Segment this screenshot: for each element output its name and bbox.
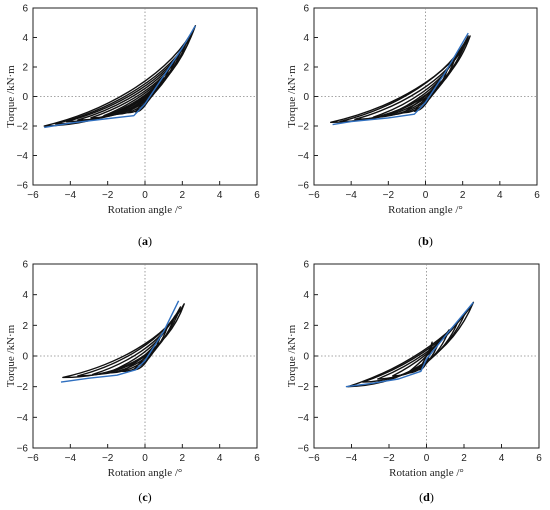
x-tick-label: 6 (534, 190, 540, 201)
x-axis-label: Rotation angle /° (388, 204, 463, 216)
y-tick-label: 0 (22, 352, 28, 363)
y-tick-label: −2 (298, 382, 310, 393)
y-axis-label: Torque /kN·m (286, 324, 298, 387)
y-tick-label: 6 (303, 4, 309, 15)
y-tick-label: −6 (17, 444, 29, 455)
chart-panel-c: −6 −4 −2 0 2 4 6 −6 −4 −2 0 2 4 6 Rotation angle /° Tor… (5, 260, 260, 505)
x-tick-label: −6 (308, 190, 320, 201)
y-tick-label: 6 (22, 260, 28, 271)
y-tick-label: 4 (303, 33, 309, 44)
hysteresis-curves (60, 300, 185, 383)
x-tick-label: −2 (102, 190, 114, 201)
y-tick-label: −2 (17, 122, 29, 133)
x-tick-label: 2 (180, 453, 186, 464)
x-tick-label: −6 (27, 190, 39, 201)
y-tick-label: 2 (22, 321, 28, 332)
chart-panel-b: −6 −4 −2 0 2 4 6 −6 −4 −2 0 2 4 6 Rotation angle /° Tor… (286, 4, 540, 249)
panel-caption: (b) (418, 234, 433, 248)
x-tick-label: 4 (217, 190, 223, 201)
y-tick-label: 2 (303, 63, 309, 74)
x-tick-label: 2 (460, 190, 466, 201)
panel-caption: (d) (419, 490, 434, 504)
x-tick-label: 4 (499, 453, 505, 464)
y-tick-label: 6 (303, 260, 309, 271)
y-tick-label: −4 (17, 413, 29, 424)
panel-caption: (a) (138, 234, 152, 248)
y-tick-label: 0 (22, 92, 28, 103)
hysteresis-curves (330, 32, 471, 126)
y-tick-label: −6 (298, 444, 310, 455)
x-tick-label: 2 (461, 453, 467, 464)
x-tick-label: −2 (383, 453, 395, 464)
y-tick-label: 0 (303, 92, 309, 103)
envelope-curve (332, 32, 469, 126)
y-tick-label: −2 (298, 122, 310, 133)
y-tick-label: −4 (17, 151, 29, 162)
chart-panel-a: −6 −4 −2 0 2 4 6 −6 −4 −2 0 2 4 6 Rotation angle /° Tor… (5, 4, 260, 249)
hysteresis-loop (92, 315, 176, 376)
envelope-curve (60, 300, 180, 383)
y-tick-label: −6 (298, 181, 310, 192)
x-axis-label: Rotation angle /° (108, 204, 183, 216)
x-tick-label: 4 (497, 190, 503, 201)
hysteresis-loop (77, 306, 182, 377)
y-tick-label: 6 (22, 4, 28, 15)
panel-caption: (c) (138, 490, 151, 504)
y-tick-label: −4 (298, 151, 310, 162)
x-tick-label: −6 (27, 453, 39, 464)
x-tick-label: 0 (424, 453, 430, 464)
y-tick-label: 4 (22, 290, 28, 301)
x-tick-label: 0 (142, 453, 148, 464)
y-tick-label: 4 (22, 33, 28, 44)
y-axis-label: Torque /kN·m (5, 324, 17, 387)
x-tick-label: 4 (217, 453, 223, 464)
y-tick-label: −2 (17, 382, 29, 393)
hysteresis-curves (43, 25, 197, 129)
envelope-curve (44, 25, 197, 129)
x-axis-label: Rotation angle /° (389, 467, 464, 479)
y-axis-label: Torque /kN·m (5, 65, 17, 128)
hysteresis-curves (345, 301, 475, 388)
hysteresis-loop (339, 35, 469, 123)
hysteresis-loop (347, 301, 475, 388)
x-tick-label: 0 (423, 190, 429, 201)
x-tick-label: −4 (65, 190, 77, 201)
y-tick-label: 0 (303, 352, 309, 363)
y-axis-label: Torque /kN·m (286, 65, 298, 128)
x-tick-label: −6 (308, 453, 320, 464)
x-tick-label: 2 (180, 190, 186, 201)
x-tick-label: 6 (536, 453, 542, 464)
y-tick-label: −4 (298, 413, 310, 424)
x-tick-label: −4 (65, 453, 77, 464)
x-tick-label: −2 (383, 190, 395, 201)
hysteresis-loop (62, 303, 185, 379)
x-axis-label: Rotation angle /° (108, 467, 183, 479)
x-tick-label: −4 (345, 190, 357, 201)
x-tick-label: 6 (254, 190, 260, 201)
y-tick-label: 2 (22, 63, 28, 74)
x-tick-label: −4 (346, 453, 358, 464)
y-tick-label: −6 (17, 181, 29, 192)
x-tick-label: 0 (142, 190, 148, 201)
envelope-curve (345, 301, 474, 388)
y-tick-label: 4 (303, 290, 309, 301)
x-tick-label: −2 (102, 453, 114, 464)
chart-panel-d: −6 −4 −2 0 2 4 6 −6 −4 −2 0 2 4 6 Rotation angle /° Tor… (286, 260, 542, 505)
x-tick-label: 6 (254, 453, 260, 464)
hysteresis-loop (330, 35, 471, 124)
y-tick-label: 2 (303, 321, 309, 332)
